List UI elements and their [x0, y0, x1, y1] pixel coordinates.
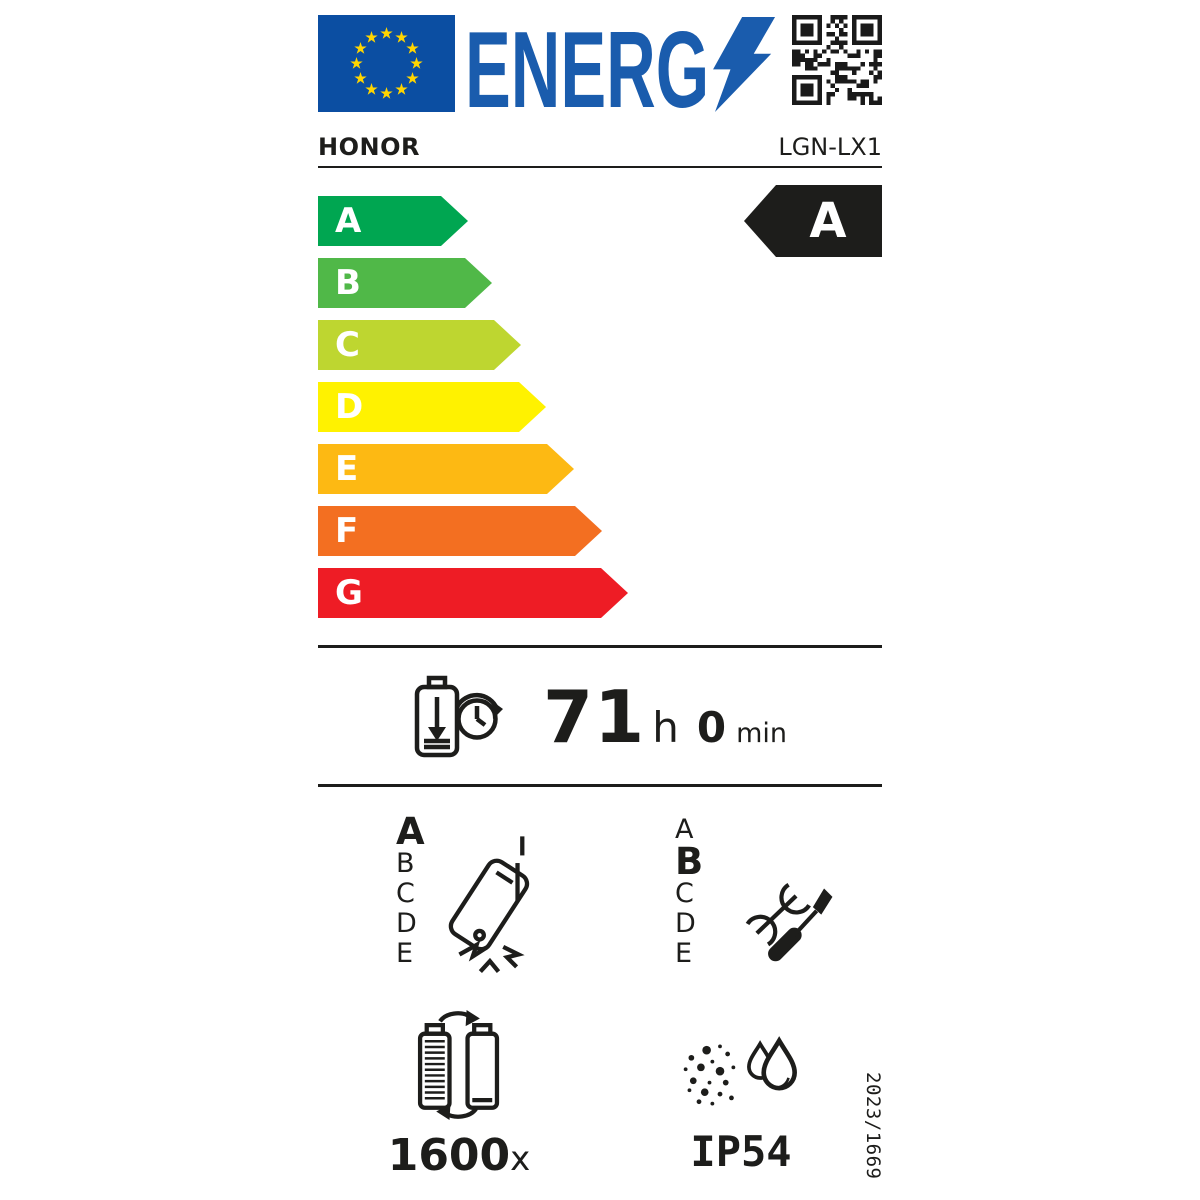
cycles-number: 1600 [387, 1130, 511, 1181]
ip-rating-section: IP54 [600, 987, 882, 1192]
energy-class-arrow-e: E [318, 444, 574, 494]
drop-class-a-selected: A [396, 810, 425, 853]
battery-cycles-icon [417, 1009, 500, 1121]
endurance-minutes: 0 [696, 703, 727, 752]
repair-class-a: A [675, 814, 694, 845]
repair-class-b-selected: B [675, 840, 704, 883]
repair-tools-icon [745, 882, 833, 962]
battery-cycles-section: 1600x [318, 987, 600, 1192]
drop-class-b: B [396, 848, 415, 879]
regulation-number: 2023/1669 [862, 1072, 884, 1180]
cycles-unit: x [510, 1139, 531, 1179]
drop-class-e: E [396, 938, 414, 969]
repairability-section: A B C D E [600, 787, 882, 987]
energy-class-arrow-b: B [318, 258, 492, 308]
drop-class-c: C [396, 878, 415, 909]
drop-reliability-classes: A B C D E [396, 810, 448, 987]
energy-class-arrow-g: G [318, 568, 628, 618]
repair-class-c: C [675, 878, 694, 909]
energy-logo: ENERG [318, 15, 777, 112]
class-letter: E [335, 449, 359, 489]
class-letter: C [335, 325, 360, 365]
energy-class-arrow-a: A [318, 196, 468, 246]
divider [318, 645, 882, 648]
class-letter: G [335, 573, 363, 613]
energ-text: ENERG [465, 15, 709, 112]
battery-cycles-value: 1600x [318, 1133, 600, 1182]
class-letter: B [335, 263, 361, 303]
dust-water-icon [683, 1036, 797, 1106]
endurance-hours-unit: h [652, 703, 679, 752]
endurance-minutes-unit: min [736, 718, 787, 749]
energ-wordmark: ENERG [465, 15, 776, 112]
energy-class-arrow-f: F [318, 506, 602, 556]
model-number: LGN-LX1 [778, 133, 882, 161]
eu-flag-icon [318, 15, 455, 112]
class-letter: A [335, 201, 362, 241]
energy-class-arrow-c: C [318, 320, 521, 370]
repair-class-e: E [675, 938, 693, 969]
label-header: ENERG [318, 15, 882, 112]
battery-endurance-section: 71 h 0 min [318, 672, 882, 762]
falling-phone-icon [448, 836, 530, 974]
selected-class-letter: A [809, 193, 847, 249]
energy-class-arrow-d: D [318, 382, 546, 432]
class-letter: D [335, 387, 364, 427]
brand-row: HONOR LGN-LX1 [318, 134, 882, 168]
drop-reliability-section: A B C D E [318, 787, 600, 987]
endurance-value: 71 h 0 min [543, 675, 787, 759]
drop-class-d: D [396, 908, 417, 939]
selected-class-arrow: A [744, 185, 882, 257]
battery-endurance-icon [414, 675, 503, 758]
endurance-hours: 71 [543, 675, 646, 759]
ip-rating-value: IP54 [690, 1127, 792, 1176]
qr-code [792, 15, 882, 105]
lightning-bolt-icon [713, 16, 776, 112]
brand-name: HONOR [318, 133, 420, 161]
energy-class-scale: A B C D E F G A [318, 185, 882, 618]
energy-label: ENERG HONOR LGN-LX1 A B C D E F G A [318, 0, 884, 1192]
repair-class-d: D [675, 908, 696, 939]
class-letter: F [335, 511, 359, 551]
repairability-classes: A B C D E [675, 815, 727, 987]
divider [318, 784, 882, 787]
info-grid: A B C D E A [318, 787, 882, 1192]
